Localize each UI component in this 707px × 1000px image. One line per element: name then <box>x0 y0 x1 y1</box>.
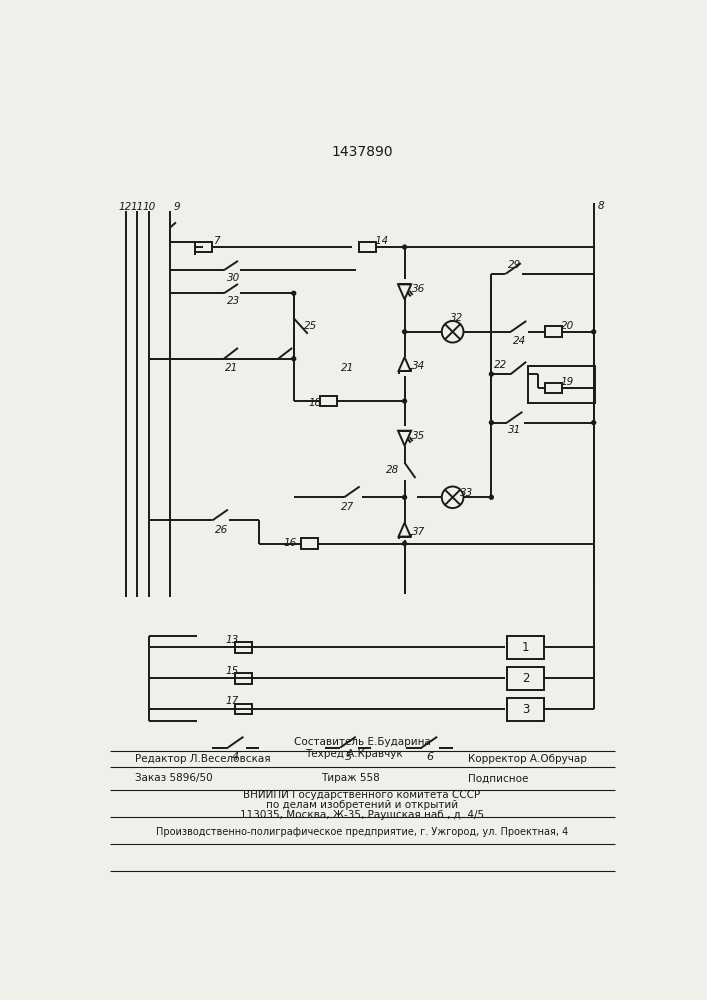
Text: 23: 23 <box>227 296 240 306</box>
Bar <box>300 538 317 549</box>
Text: 5: 5 <box>344 752 351 762</box>
Text: -14: -14 <box>373 236 389 246</box>
Text: 16: 16 <box>284 538 296 548</box>
Text: 35: 35 <box>412 431 425 441</box>
Bar <box>507 698 544 721</box>
Text: 22: 22 <box>494 360 508 370</box>
Circle shape <box>489 421 493 425</box>
Text: 8: 8 <box>597 201 604 211</box>
Text: 36: 36 <box>412 284 425 294</box>
Bar <box>320 396 337 406</box>
Text: Заказ 5896/50: Заказ 5896/50 <box>135 773 213 783</box>
Text: 6: 6 <box>426 752 433 762</box>
Text: 18: 18 <box>308 398 321 408</box>
Text: 32: 32 <box>450 313 463 323</box>
Bar <box>359 242 376 252</box>
Text: Производственно-полиграфическое предприятие, г. Ужгород, ул. Проектная, 4: Производственно-полиграфическое предприя… <box>156 827 568 837</box>
Circle shape <box>489 495 493 499</box>
Text: 30: 30 <box>227 273 240 283</box>
Text: 17: 17 <box>225 696 238 706</box>
Text: Корректор А.Обручар: Корректор А.Обручар <box>468 754 587 764</box>
Text: 29: 29 <box>508 260 521 270</box>
Circle shape <box>403 495 407 499</box>
Bar <box>507 667 544 690</box>
Text: 7: 7 <box>213 236 220 246</box>
Circle shape <box>403 245 407 249</box>
Bar <box>235 673 252 684</box>
Bar <box>194 242 211 252</box>
Text: 13: 13 <box>225 635 238 645</box>
Text: 21: 21 <box>225 363 238 373</box>
Text: 4: 4 <box>232 752 239 762</box>
Circle shape <box>592 421 595 425</box>
Text: 2: 2 <box>522 672 530 685</box>
Text: 19: 19 <box>561 377 574 387</box>
Text: 27: 27 <box>341 502 355 512</box>
Text: 24: 24 <box>513 336 527 346</box>
Text: 9: 9 <box>174 202 180 212</box>
Text: Подписное: Подписное <box>468 773 529 783</box>
Text: 11: 11 <box>131 202 144 212</box>
Text: 28: 28 <box>385 465 399 475</box>
Text: Техред А.Кравчук: Техред А.Кравчук <box>305 749 403 759</box>
Text: Редактор Л.Веселовская: Редактор Л.Веселовская <box>135 754 271 764</box>
Bar <box>235 642 252 653</box>
Circle shape <box>403 399 407 403</box>
Text: 37: 37 <box>412 527 425 537</box>
Text: 31: 31 <box>508 425 521 435</box>
Text: 15: 15 <box>225 666 238 676</box>
Text: ВНИИПИ Государственного комитета СССР: ВНИИПИ Государственного комитета СССР <box>243 790 481 800</box>
Text: 1437890: 1437890 <box>331 145 393 159</box>
Bar <box>528 366 595 403</box>
Text: 34: 34 <box>412 361 425 371</box>
Text: Тираж 558: Тираж 558 <box>321 773 380 783</box>
Circle shape <box>403 330 407 334</box>
Text: 33: 33 <box>460 488 473 498</box>
Text: 25: 25 <box>304 321 317 331</box>
Circle shape <box>292 357 296 361</box>
Text: Составитель Е.Бударина: Составитель Е.Бударина <box>293 737 431 747</box>
Bar <box>235 704 252 714</box>
Text: 20: 20 <box>561 321 574 331</box>
Circle shape <box>292 291 296 295</box>
Text: 3: 3 <box>522 703 529 716</box>
Bar <box>545 383 562 393</box>
Circle shape <box>403 542 407 545</box>
Text: 26: 26 <box>215 525 228 535</box>
Text: 21: 21 <box>341 363 355 373</box>
Circle shape <box>489 372 493 376</box>
Text: 10: 10 <box>142 202 156 212</box>
Text: по делам изобретений и открытий: по делам изобретений и открытий <box>266 800 458 810</box>
Text: 113035, Москва, Ж-35, Раушская наб., д. 4/5: 113035, Москва, Ж-35, Раушская наб., д. … <box>240 810 484 820</box>
Text: 1: 1 <box>522 641 530 654</box>
Circle shape <box>592 330 595 334</box>
Text: 12: 12 <box>119 202 132 212</box>
Bar <box>545 326 562 337</box>
Bar <box>507 636 544 659</box>
